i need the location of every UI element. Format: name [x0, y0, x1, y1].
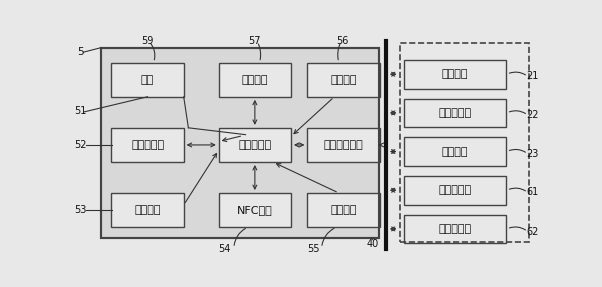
Text: 摄像头单元: 摄像头单元	[438, 108, 471, 118]
Text: 40: 40	[367, 239, 379, 249]
Bar	[404, 60, 506, 89]
Text: 锁控制单元: 锁控制单元	[131, 140, 164, 150]
Text: 电源: 电源	[141, 75, 154, 85]
Bar	[101, 48, 379, 238]
Text: 通信单元: 通信单元	[241, 75, 268, 85]
Text: 54: 54	[219, 244, 231, 254]
Text: 音箱单元: 音箱单元	[442, 147, 468, 157]
Bar	[400, 43, 529, 242]
Bar	[111, 128, 184, 162]
Text: 定位单元: 定位单元	[330, 205, 357, 215]
Text: 57: 57	[249, 36, 261, 46]
Text: 59: 59	[141, 36, 154, 46]
Text: NFC单元: NFC单元	[237, 205, 273, 215]
Bar	[308, 128, 380, 162]
Bar	[308, 63, 380, 97]
Bar	[404, 215, 506, 243]
Text: 存储单元: 存储单元	[330, 75, 357, 85]
Bar	[308, 193, 380, 227]
Bar	[404, 176, 506, 205]
Bar	[111, 63, 184, 97]
Bar	[404, 137, 506, 166]
Bar	[404, 98, 506, 127]
Text: 61: 61	[526, 187, 539, 197]
Text: 主控制单元: 主控制单元	[238, 140, 272, 150]
Bar	[111, 193, 184, 227]
Text: 55: 55	[307, 244, 320, 254]
Bar	[219, 63, 291, 97]
Text: 56: 56	[336, 36, 349, 46]
Text: 23: 23	[526, 149, 539, 159]
Text: 传感器单元: 传感器单元	[438, 185, 471, 195]
Text: 总线接口单元: 总线接口单元	[324, 140, 364, 150]
Bar	[101, 48, 379, 238]
Bar	[219, 193, 291, 227]
Text: 22: 22	[526, 110, 539, 120]
Text: 62: 62	[526, 226, 539, 236]
Text: 52: 52	[75, 140, 87, 150]
Text: 5: 5	[78, 47, 84, 57]
Text: 传感器单元: 传感器单元	[438, 224, 471, 234]
Text: 蓝牙单元: 蓝牙单元	[134, 205, 161, 215]
Text: 21: 21	[526, 71, 539, 82]
Text: 53: 53	[75, 205, 87, 215]
Bar	[219, 128, 291, 162]
Text: 51: 51	[75, 106, 87, 116]
Text: 显示单元: 显示单元	[442, 69, 468, 79]
